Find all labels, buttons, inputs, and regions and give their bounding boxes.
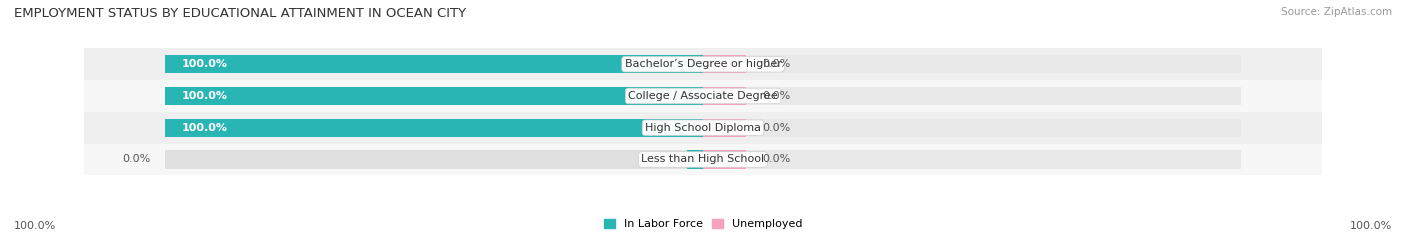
Bar <box>84 144 1322 175</box>
Bar <box>165 150 703 169</box>
Text: 100.0%: 100.0% <box>181 59 228 69</box>
Bar <box>165 55 703 73</box>
Bar <box>165 119 703 137</box>
Bar <box>165 87 703 105</box>
Bar <box>703 119 1241 137</box>
Text: 0.0%: 0.0% <box>762 59 790 69</box>
Text: 0.0%: 0.0% <box>122 154 150 164</box>
Text: EMPLOYMENT STATUS BY EDUCATIONAL ATTAINMENT IN OCEAN CITY: EMPLOYMENT STATUS BY EDUCATIONAL ATTAINM… <box>14 7 467 20</box>
Bar <box>165 119 703 137</box>
Bar <box>84 112 1322 144</box>
Bar <box>703 150 1241 169</box>
Text: Source: ZipAtlas.com: Source: ZipAtlas.com <box>1281 7 1392 17</box>
Text: 0.0%: 0.0% <box>762 123 790 133</box>
Bar <box>165 55 703 73</box>
Text: Bachelor’s Degree or higher: Bachelor’s Degree or higher <box>624 59 782 69</box>
Legend: In Labor Force, Unemployed: In Labor Force, Unemployed <box>603 219 803 229</box>
Text: 0.0%: 0.0% <box>762 154 790 164</box>
Text: Less than High School: Less than High School <box>641 154 765 164</box>
Text: 100.0%: 100.0% <box>14 221 56 231</box>
Bar <box>703 119 747 137</box>
Text: High School Diploma: High School Diploma <box>645 123 761 133</box>
Text: 100.0%: 100.0% <box>1350 221 1392 231</box>
Bar <box>165 87 703 105</box>
Bar <box>703 150 747 169</box>
Text: College / Associate Degree: College / Associate Degree <box>628 91 778 101</box>
Bar <box>703 55 747 73</box>
Text: 0.0%: 0.0% <box>762 91 790 101</box>
Text: 100.0%: 100.0% <box>181 123 228 133</box>
Bar <box>703 87 747 105</box>
Bar <box>703 87 1241 105</box>
Bar <box>703 55 1241 73</box>
Bar <box>84 48 1322 80</box>
Bar <box>688 150 703 169</box>
Text: 100.0%: 100.0% <box>181 91 228 101</box>
Bar <box>84 80 1322 112</box>
